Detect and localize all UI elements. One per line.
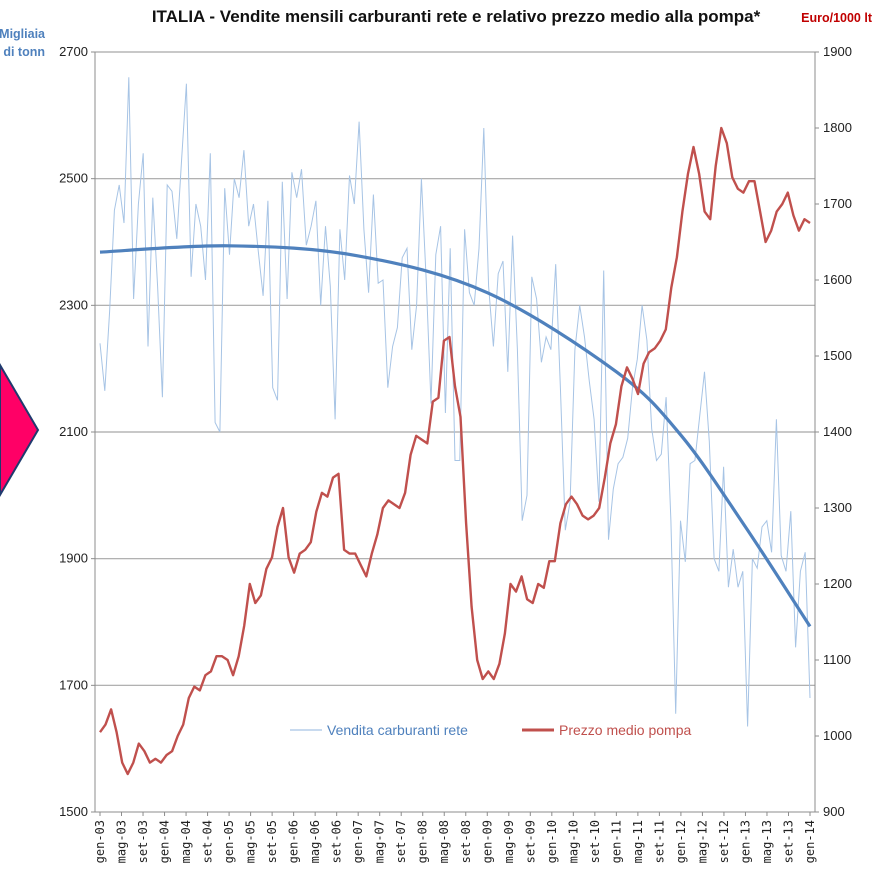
- left-tick-label: 1500: [59, 804, 88, 819]
- left-axis-ticks: 1500 1700 1900 2100 2300 2500 2700: [59, 44, 95, 819]
- left-axis-unit-line1: Migliaia: [0, 27, 46, 41]
- x-tick-label: gen-09: [480, 820, 494, 863]
- x-tick-label: set-10: [588, 820, 602, 863]
- left-tick-label: 1900: [59, 551, 88, 566]
- left-tick-label: 2500: [59, 171, 88, 186]
- left-axis-unit-line2: di tonn: [3, 45, 45, 59]
- chart-title: ITALIA - Vendite mensili carburanti rete…: [152, 7, 761, 26]
- right-axis-ticks: 900 1000 1100 1200 1300 1400 1500 1600 1700 1800 1…: [815, 44, 852, 819]
- x-tick-label: gen-11: [609, 820, 623, 863]
- x-tick-label: mag-07: [373, 820, 387, 863]
- x-tick-label: set-06: [330, 820, 344, 863]
- x-tick-label: set-09: [523, 820, 537, 863]
- x-tick-label: gen-04: [158, 820, 172, 863]
- series-line-prezzo: [99, 126, 811, 776]
- x-tick-label: gen-12: [674, 820, 688, 863]
- right-tick-label: 1100: [823, 652, 851, 667]
- series-line-vendita: [99, 77, 811, 727]
- left-tick-label: 2300: [59, 297, 88, 312]
- right-tick-label: 1800: [823, 120, 852, 135]
- x-tick-label: mag-05: [244, 820, 258, 863]
- x-tick-label: mag-10: [566, 820, 580, 863]
- x-tick-label: mag-08: [437, 820, 451, 863]
- x-tick-label: mag-11: [631, 820, 645, 863]
- x-tick-label: set-03: [136, 820, 150, 863]
- right-tick-label: 1500: [823, 348, 852, 363]
- x-tick-label: gen-07: [351, 820, 365, 863]
- decorative-arrow-shape: [0, 363, 40, 497]
- x-tick-label: set-08: [459, 820, 473, 863]
- series-line-trend: [99, 244, 812, 628]
- x-tick-label: mag-06: [308, 820, 322, 863]
- right-tick-label: 1200: [823, 576, 852, 591]
- right-tick-label: 1300: [823, 500, 852, 515]
- x-tick-label: gen-06: [287, 820, 301, 863]
- x-axis-ticks: gen-03 mag-03 set-03 gen-04 mag-04 set-04 gen-…: [93, 812, 817, 863]
- x-tick-label: mag-09: [502, 820, 516, 863]
- x-tick-label: set-05: [265, 820, 279, 863]
- plot-series: [99, 77, 812, 776]
- x-tick-label: gen-13: [738, 820, 752, 863]
- left-tick-label: 1700: [59, 677, 88, 692]
- right-axis-unit: Euro/1000 lt: [801, 11, 873, 25]
- legend-label-prezzo: Prezzo medio pompa: [559, 722, 692, 738]
- x-tick-label: set-12: [717, 820, 731, 863]
- legend-label-vendita: Vendita carburanti rete: [327, 722, 468, 738]
- right-tick-label: 900: [823, 804, 845, 819]
- x-tick-label: mag-12: [695, 820, 709, 863]
- gridlines: [95, 51, 815, 686]
- x-tick-label: gen-14: [803, 820, 817, 863]
- x-tick-label: gen-10: [545, 820, 559, 863]
- right-tick-label: 1600: [823, 272, 852, 287]
- left-tick-label: 2100: [59, 424, 88, 439]
- x-tick-label: gen-03: [93, 820, 107, 863]
- right-tick-label: 1700: [823, 196, 852, 211]
- x-tick-label: set-11: [652, 820, 666, 863]
- x-tick-label: mag-03: [115, 820, 129, 863]
- x-tick-label: set-04: [201, 820, 215, 863]
- right-tick-label: 1900: [823, 44, 852, 59]
- left-tick-label: 2700: [59, 44, 88, 59]
- x-tick-label: set-07: [394, 820, 408, 863]
- x-tick-label: mag-04: [179, 820, 193, 863]
- x-tick-label: gen-05: [222, 820, 236, 863]
- right-tick-label: 1000: [823, 728, 852, 743]
- x-tick-label: mag-13: [760, 820, 774, 863]
- legend: Vendita carburanti rete Prezzo medio pom…: [290, 722, 692, 738]
- x-tick-label: set-13: [781, 820, 795, 863]
- x-tick-label: gen-08: [416, 820, 430, 863]
- right-tick-label: 1400: [823, 424, 852, 439]
